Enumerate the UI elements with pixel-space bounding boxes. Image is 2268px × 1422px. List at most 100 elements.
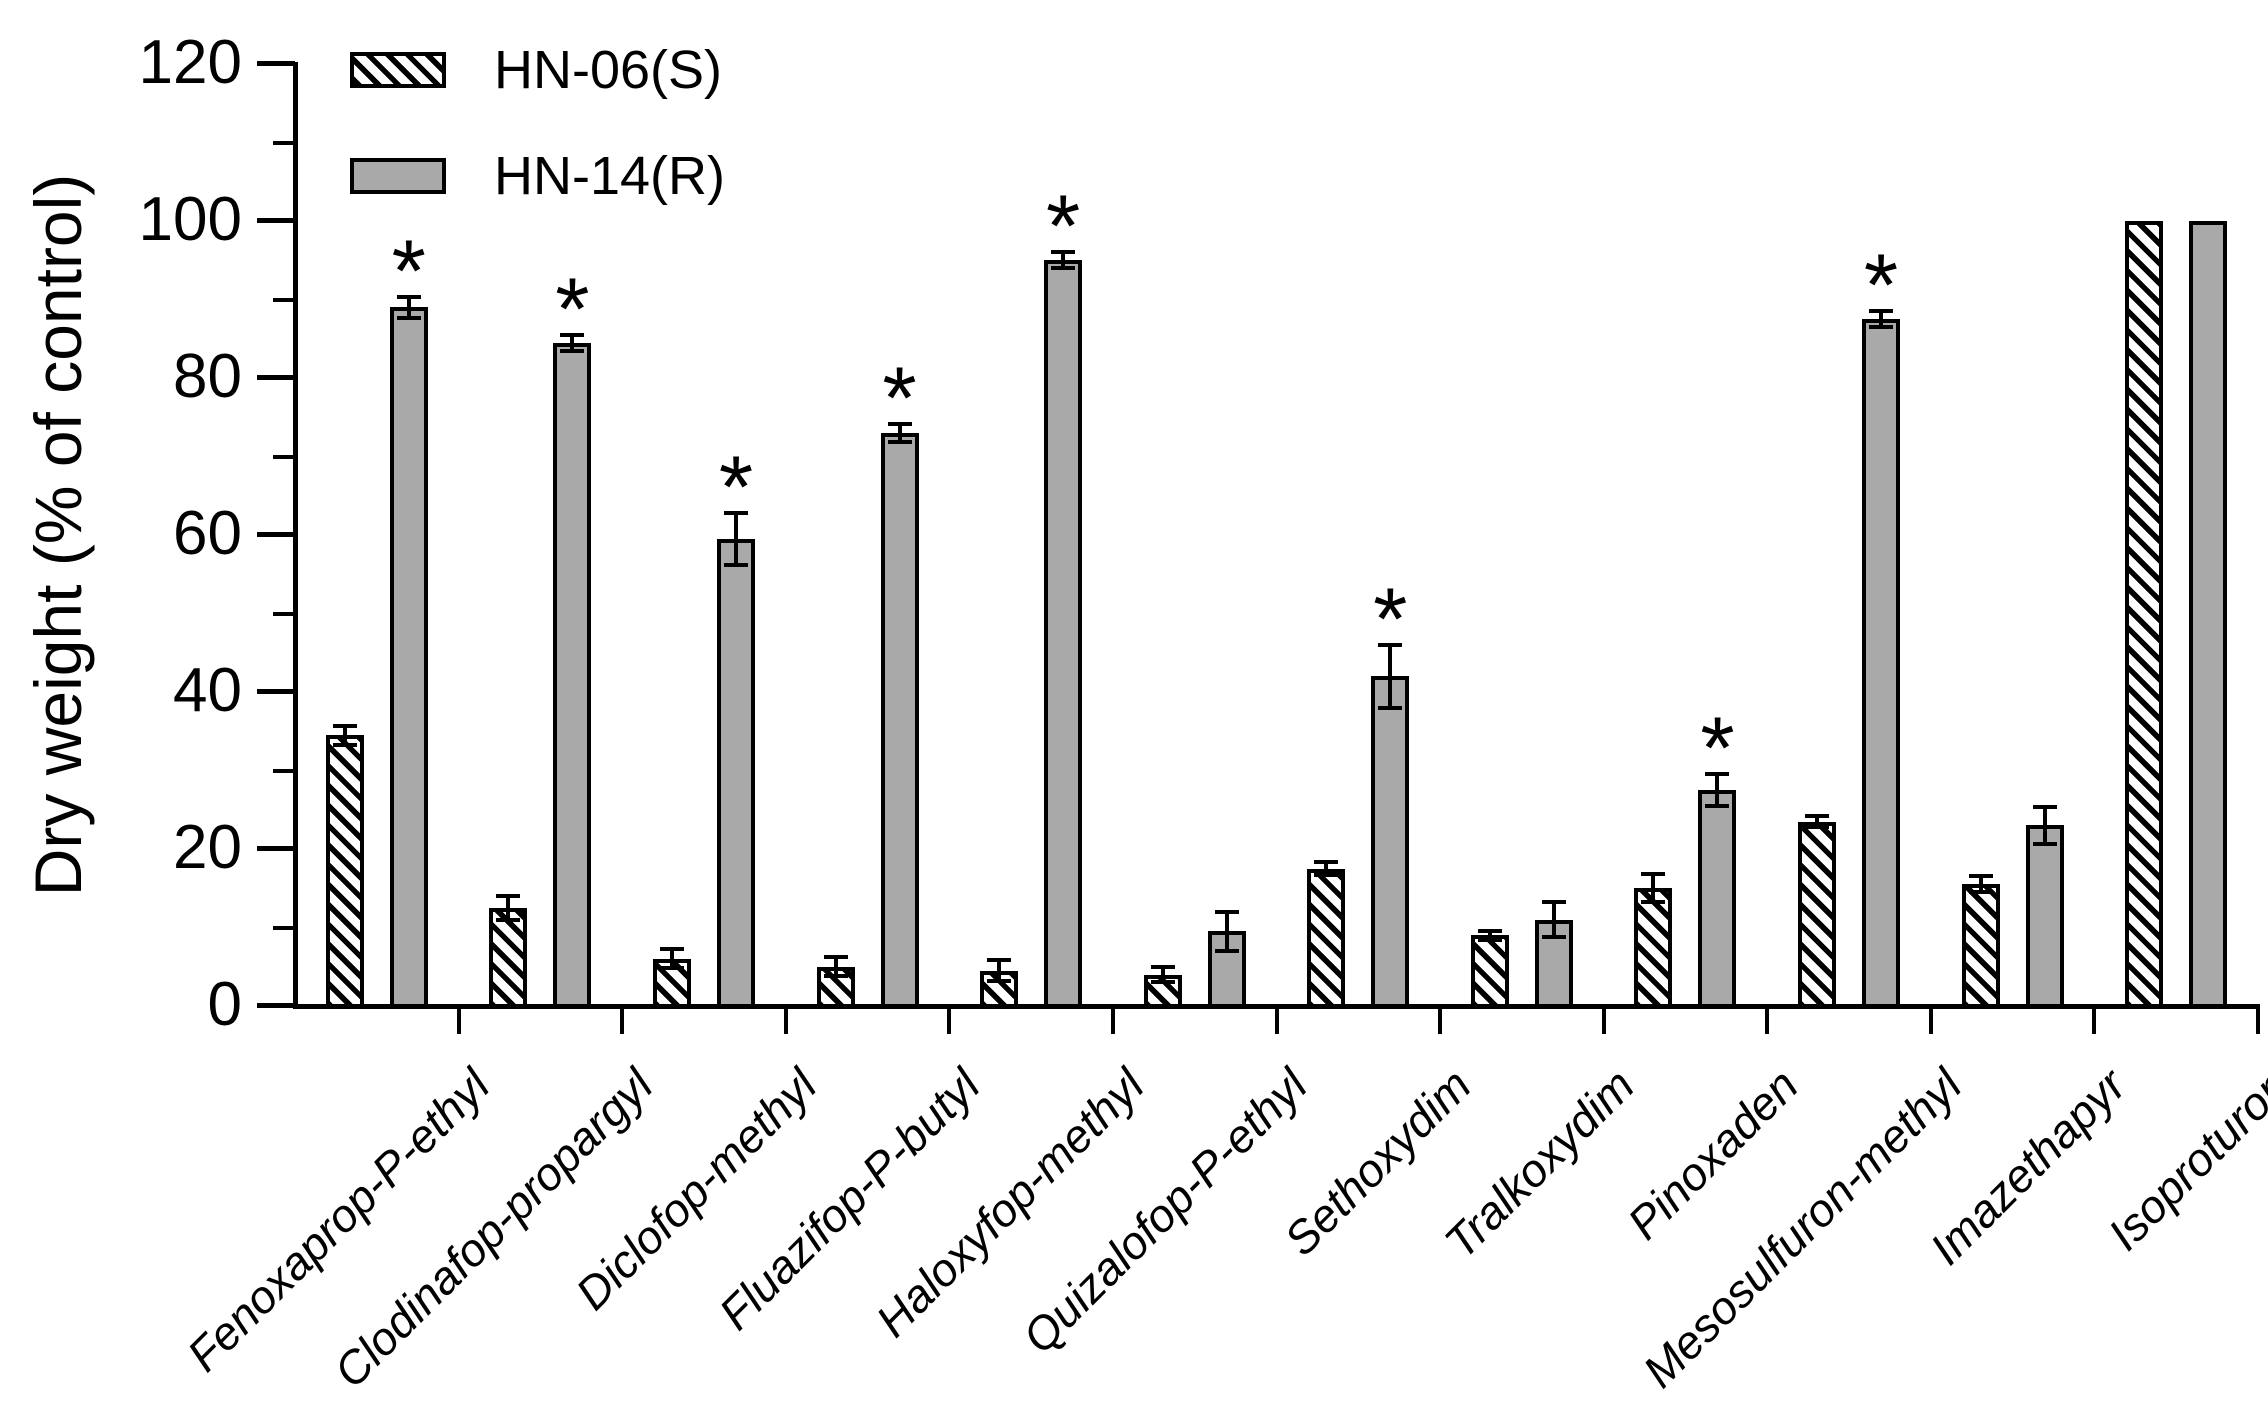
error-bar-cap-top — [2032, 804, 2057, 809]
y-major-tick — [257, 1003, 295, 1008]
bar-resistant — [1371, 676, 1410, 1009]
y-axis-title: Dry weight (% of control) — [21, 173, 95, 897]
error-bar-cap-bottom — [496, 917, 521, 922]
error-bar-cap-bottom — [332, 742, 357, 747]
x-axis-baseline — [293, 1004, 2260, 1009]
error-bar-cap-top — [1051, 250, 1076, 255]
significance-asterisk: * — [1700, 698, 1735, 798]
x-boundary-tick — [1438, 1006, 1443, 1034]
bar-resistant — [716, 538, 755, 1009]
error-bar-line — [1160, 966, 1165, 983]
error-bar-cap-top — [1378, 642, 1403, 647]
error-bar-cap-bottom — [1968, 890, 1993, 895]
x-boundary-tick — [2256, 1006, 2260, 1034]
error-bar-cap-bottom — [1378, 705, 1403, 710]
error-bar-line — [1815, 816, 1820, 827]
error-bar-cap-bottom — [1641, 900, 1666, 905]
error-bar-cap-bottom — [823, 974, 848, 979]
y-major-tick — [257, 218, 295, 223]
error-bar-cap-top — [823, 955, 848, 960]
error-bar-cap-bottom — [1051, 266, 1076, 271]
bar-susceptible — [1634, 888, 1673, 1009]
error-bar-line — [1715, 774, 1720, 806]
error-bar-cap-bottom — [1150, 980, 1175, 985]
bar-resistant — [1862, 319, 1901, 1009]
bar-resistant — [880, 432, 919, 1009]
x-boundary-tick — [2092, 1006, 2097, 1034]
error-bar-line — [2042, 806, 2047, 845]
error-bar-cap-bottom — [887, 440, 912, 445]
error-bar-line — [506, 896, 511, 920]
x-boundary-tick — [620, 1006, 625, 1034]
x-category-label: Quizalofop-P-ethyl — [1012, 1058, 1318, 1364]
error-bar-line — [733, 513, 738, 565]
bar-resistant — [1698, 790, 1737, 1009]
bar-susceptible — [325, 735, 364, 1009]
error-bar-cap-top — [1150, 964, 1175, 969]
y-major-tick — [257, 61, 295, 66]
error-bar-line — [1978, 876, 1983, 893]
x-boundary-tick — [783, 1006, 788, 1034]
error-bar-cap-top — [1641, 872, 1666, 877]
x-boundary-tick — [1110, 1006, 1115, 1034]
significance-asterisk: * — [391, 221, 426, 321]
significance-asterisk: * — [1373, 568, 1408, 668]
error-bar-line — [1651, 874, 1656, 903]
y-axis-spine — [293, 62, 298, 1009]
y-tick-label: 120 — [138, 28, 242, 98]
y-minor-tick — [273, 925, 295, 930]
y-minor-tick — [273, 768, 295, 773]
significance-asterisk: * — [718, 437, 754, 537]
x-boundary-tick — [1928, 1006, 1933, 1034]
error-bar-line — [833, 957, 838, 977]
error-bar-cap-bottom — [1314, 872, 1339, 877]
bar-resistant — [2025, 825, 2064, 1009]
error-bar-cap-top — [659, 947, 684, 952]
y-minor-tick — [273, 454, 295, 459]
error-bar-cap-bottom — [723, 562, 748, 567]
error-bar-cap-bottom — [560, 348, 585, 353]
x-boundary-tick — [1274, 1006, 1279, 1034]
error-bar-cap-top — [723, 511, 748, 516]
error-bar-line — [1224, 911, 1229, 952]
x-boundary-tick — [456, 1006, 461, 1034]
error-bar-cap-bottom — [1805, 825, 1830, 830]
error-bar-line — [1324, 862, 1329, 875]
error-bar-line — [669, 949, 674, 969]
error-bar-cap-bottom — [1869, 324, 1894, 329]
error-bar-cap-top — [1314, 860, 1339, 865]
error-bar-cap-top — [332, 723, 357, 728]
error-bar-cap-bottom — [2032, 842, 2057, 847]
legend-label-susceptible: HN-06(S) — [494, 40, 723, 100]
error-bar-cap-top — [1869, 309, 1894, 314]
significance-asterisk: * — [1863, 235, 1899, 335]
error-bar-cap-top — [1968, 874, 1993, 879]
y-tick-label: 0 — [207, 970, 242, 1040]
y-major-tick — [257, 846, 295, 851]
y-minor-tick — [273, 297, 295, 302]
error-bar-cap-bottom — [1214, 949, 1239, 954]
y-tick-label: 60 — [173, 499, 242, 569]
error-bar-cap-top — [887, 421, 912, 426]
error-bar-line — [997, 960, 1002, 981]
error-bar-line — [897, 423, 902, 443]
y-tick-label: 20 — [173, 813, 242, 883]
error-bar-line — [1388, 644, 1393, 708]
error-bar-cap-bottom — [396, 315, 421, 320]
x-category-label: Mesosulfuron-methyl — [1632, 1058, 1972, 1398]
error-bar-line — [1551, 902, 1556, 937]
error-bar-cap-top — [496, 894, 521, 899]
bar-resistant — [389, 307, 428, 1009]
x-boundary-tick — [1765, 1006, 1770, 1034]
error-bar-line — [406, 297, 411, 318]
error-bar-cap-bottom — [1705, 803, 1730, 808]
bar-resistant — [553, 342, 592, 1009]
bar-susceptible — [1961, 884, 2000, 1009]
y-major-tick — [257, 689, 295, 694]
error-bar-cap-top — [1805, 814, 1830, 819]
error-bar-cap-bottom — [1477, 938, 1502, 943]
x-category-label: Fenoxaprop-P-ethyl — [176, 1058, 500, 1382]
significance-asterisk: * — [1046, 176, 1081, 276]
error-bar-cap-top — [1705, 772, 1730, 777]
